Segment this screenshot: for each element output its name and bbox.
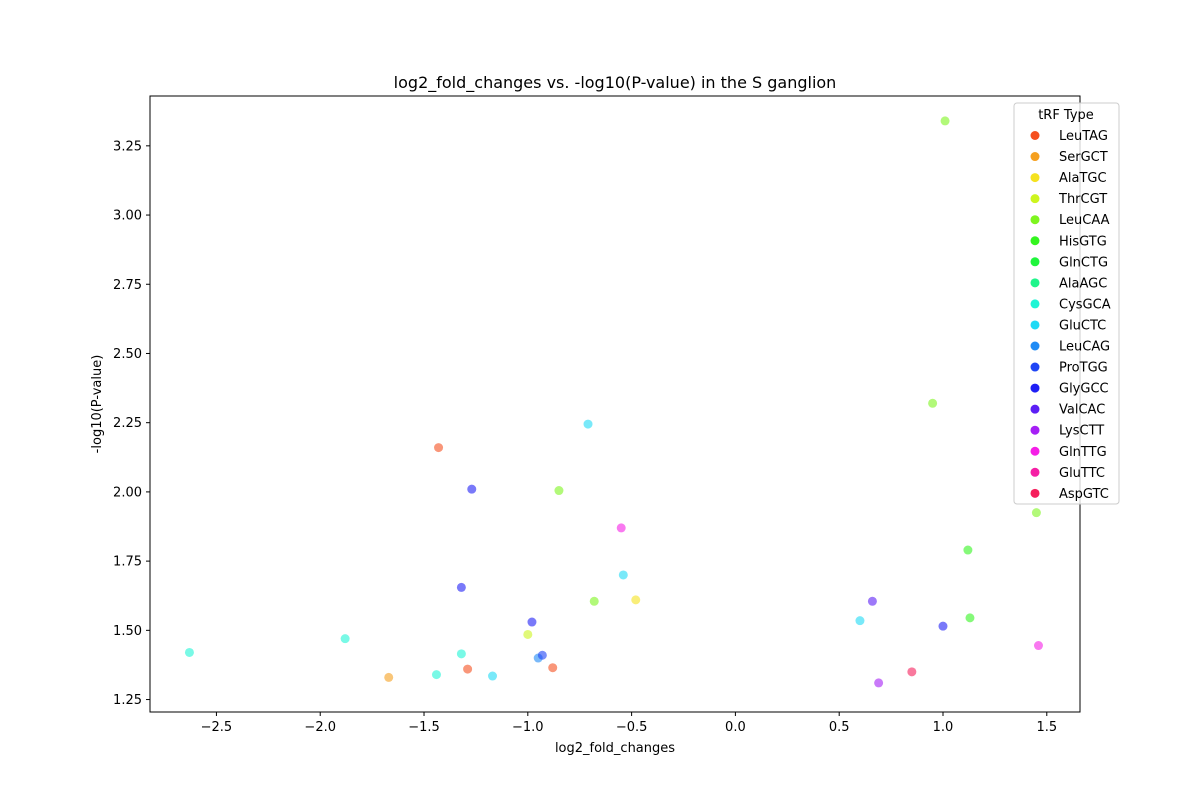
legend-label: LeuCAA bbox=[1059, 213, 1110, 228]
data-point bbox=[867, 596, 877, 606]
data-point bbox=[523, 629, 533, 639]
y-tick-label: 2.75 bbox=[113, 278, 142, 293]
data-point bbox=[907, 667, 917, 677]
y-tick-label: 3.25 bbox=[113, 139, 142, 154]
legend-label: GlnTTG bbox=[1059, 445, 1107, 460]
x-tick-label: −1.0 bbox=[512, 720, 544, 735]
x-axis-label: log2_fold_changes bbox=[555, 741, 675, 756]
data-point bbox=[554, 486, 564, 496]
plot-points bbox=[184, 116, 1043, 688]
data-point bbox=[463, 664, 473, 674]
y-tick-label: 1.50 bbox=[113, 624, 142, 639]
legend-label: CysGCA bbox=[1059, 297, 1111, 312]
data-point bbox=[855, 616, 865, 626]
data-point bbox=[340, 634, 350, 644]
legend-marker bbox=[1030, 173, 1040, 183]
y-tick-label: 2.00 bbox=[113, 485, 142, 500]
data-point bbox=[527, 617, 537, 627]
data-point bbox=[431, 670, 441, 680]
data-point bbox=[583, 419, 593, 429]
legend-marker bbox=[1030, 194, 1040, 204]
legend-marker bbox=[1030, 236, 1040, 246]
legend-label: SerGCT bbox=[1059, 150, 1108, 165]
legend-label: LeuTAG bbox=[1059, 129, 1108, 144]
y-tick-label: 2.25 bbox=[113, 416, 142, 431]
legend-marker bbox=[1030, 131, 1040, 140]
data-point bbox=[928, 398, 938, 408]
legend-marker bbox=[1030, 467, 1040, 477]
x-tick-label: −1.5 bbox=[408, 720, 440, 735]
legend-title: tRF Type bbox=[1038, 108, 1094, 123]
x-tick-label: 0.0 bbox=[725, 720, 746, 735]
x-axis: −2.5 −2.0 −1.5 −1.0 −0.5 0.0 0.5 1.0 1.5 bbox=[201, 712, 1057, 735]
data-point bbox=[467, 484, 477, 494]
legend: tRF Type LeuTAG SerGCT AlaTGC ThrCGT LeuCAA H… bbox=[1013, 102, 1120, 505]
data-point bbox=[548, 663, 558, 673]
legend-label: ProTGG bbox=[1059, 361, 1108, 376]
data-point bbox=[938, 621, 948, 631]
x-tick-label: −2.5 bbox=[201, 720, 233, 735]
legend-marker bbox=[1030, 278, 1040, 288]
legend-label: LysCTT bbox=[1059, 424, 1104, 439]
legend-entries: LeuTAG SerGCT AlaTGC ThrCGT LeuCAA HisGTG GlnC… bbox=[1030, 129, 1111, 502]
y-axis: 1.25 1.50 1.75 2.00 2.25 2.50 2.75 3.00 3.25 bbox=[113, 139, 150, 708]
data-point bbox=[874, 678, 884, 688]
y-tick-label: 1.25 bbox=[113, 693, 142, 708]
data-point bbox=[963, 545, 973, 555]
legend-label: AlaAGC bbox=[1059, 276, 1107, 291]
legend-label: AspGTC bbox=[1059, 487, 1109, 502]
legend-marker bbox=[1030, 320, 1040, 330]
y-tick-label: 1.75 bbox=[113, 555, 142, 570]
legend-box bbox=[1013, 102, 1120, 505]
x-tick-label: 1.0 bbox=[933, 720, 954, 735]
data-point bbox=[616, 523, 626, 533]
legend-marker bbox=[1030, 152, 1040, 162]
legend-marker bbox=[1030, 488, 1040, 498]
x-tick-label: −2.0 bbox=[304, 720, 336, 735]
data-point bbox=[631, 595, 641, 605]
x-tick-label: 1.5 bbox=[1036, 720, 1057, 735]
legend-marker bbox=[1030, 215, 1040, 225]
legend-marker bbox=[1030, 404, 1040, 414]
data-point bbox=[965, 613, 975, 623]
data-point bbox=[434, 443, 444, 453]
data-point bbox=[456, 649, 466, 659]
y-tick-label: 3.00 bbox=[113, 209, 142, 224]
data-point bbox=[184, 647, 194, 657]
data-point bbox=[589, 596, 599, 606]
legend-marker bbox=[1030, 341, 1040, 351]
legend-label: ValCAC bbox=[1059, 403, 1105, 418]
data-point bbox=[618, 570, 628, 580]
legend-marker bbox=[1030, 362, 1040, 372]
x-tick-label: 0.5 bbox=[829, 720, 850, 735]
data-point bbox=[384, 672, 394, 682]
legend-marker bbox=[1030, 425, 1040, 435]
legend-label: ThrCGT bbox=[1058, 192, 1107, 207]
legend-label: AlaTGC bbox=[1059, 171, 1107, 186]
data-point bbox=[1031, 508, 1041, 518]
legend-marker bbox=[1030, 446, 1040, 456]
legend-label: LeuCAG bbox=[1059, 340, 1110, 355]
data-point bbox=[488, 671, 498, 681]
data-point bbox=[1033, 641, 1043, 651]
data-point bbox=[537, 650, 547, 660]
data-point bbox=[456, 582, 466, 592]
legend-label: GluTTC bbox=[1059, 466, 1105, 481]
y-axis-label: -log10(P-value) bbox=[90, 355, 105, 454]
y-tick-label: 2.50 bbox=[113, 347, 142, 362]
legend-marker bbox=[1030, 383, 1040, 393]
legend-marker bbox=[1030, 299, 1040, 309]
x-tick-label: −0.5 bbox=[616, 720, 648, 735]
legend-marker bbox=[1030, 257, 1040, 267]
data-point bbox=[940, 116, 950, 126]
legend-label: GluCTC bbox=[1059, 318, 1106, 333]
legend-label: GlnCTG bbox=[1059, 255, 1108, 270]
legend-label: GlyGCC bbox=[1059, 382, 1109, 397]
chart-title: log2_fold_changes vs. -log10(P-value) in… bbox=[394, 73, 837, 93]
legend-label: HisGTG bbox=[1059, 234, 1107, 249]
